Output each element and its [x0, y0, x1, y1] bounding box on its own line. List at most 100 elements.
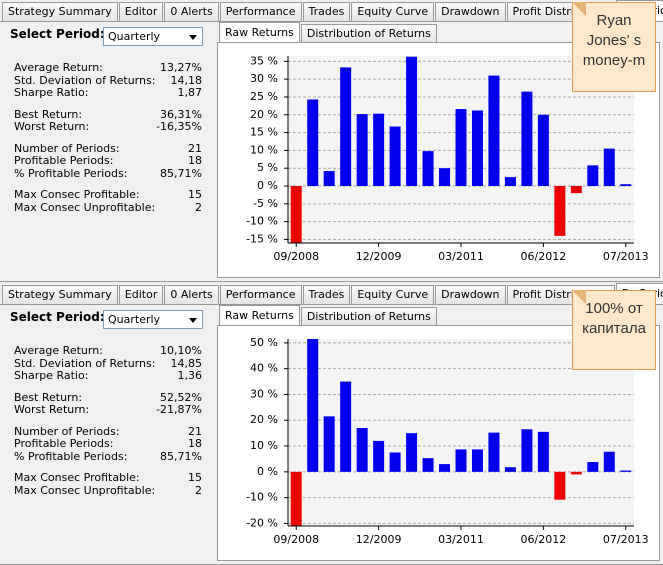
tab[interactable]: Editor — [118, 2, 164, 21]
tab[interactable]: Performance — [219, 285, 302, 304]
sticky-note: 100% от капитала — [572, 290, 656, 370]
bar — [554, 471, 566, 500]
tab[interactable]: Equity Curve — [351, 2, 435, 21]
stat-label: Sharpe Ratio: — [14, 369, 89, 382]
bar — [488, 432, 500, 472]
bar — [389, 452, 401, 472]
stat-row: % Profitable Periods: 85,71% — [14, 450, 202, 463]
stat-value: 10,10% — [160, 344, 202, 357]
tab[interactable]: Equity Curve — [351, 285, 435, 304]
tab[interactable]: Performance — [219, 2, 302, 21]
subtab-bar: Raw Returns Distribution of Returns — [219, 22, 438, 42]
stat-value: 14,85 — [170, 356, 203, 370]
subtab[interactable]: Distribution of Returns — [300, 24, 437, 42]
stat-label: Worst Return: — [14, 120, 90, 133]
stat-label: Max Consec Profitable: — [14, 471, 140, 484]
y-tick-label: 50 % — [250, 336, 278, 349]
y-tick-label: 20 % — [250, 413, 278, 426]
tab-bar: Strategy Summary Editor 0 Alerts Performanc… — [2, 0, 663, 22]
stat-row: Std. Deviation of Returns: 14,18 — [14, 74, 202, 87]
tab[interactable]: Drawdown — [435, 2, 506, 21]
note-line: money-m — [582, 52, 646, 69]
y-tick-label: 20 % — [250, 108, 278, 121]
y-tick-label: 40 % — [250, 362, 278, 375]
y-tick-label: -10 % — [246, 491, 278, 504]
bar — [587, 165, 599, 187]
panel: Strategy Summary Editor 0 Alerts Performanc… — [0, 283, 663, 565]
tab[interactable]: Editor — [118, 285, 164, 304]
tab[interactable]: Trades — [302, 2, 351, 21]
chart-frame: Raw Returns Distribution of Returns -20 % -… — [217, 305, 660, 561]
bar — [290, 471, 302, 526]
bar — [307, 99, 319, 187]
stat-row: Best Return: 36,31% — [14, 108, 202, 121]
bar — [504, 177, 516, 187]
bar — [521, 429, 533, 472]
stat-row: Max Consec Profitable: 15 — [14, 188, 202, 201]
note-line: 100% от — [585, 300, 643, 317]
y-tick-label: 0 % — [257, 465, 278, 478]
y-tick-label: 25 % — [250, 90, 278, 103]
y-tick-label: 0 % — [257, 179, 278, 192]
tab[interactable]: Trades — [302, 285, 351, 304]
x-tick-label: 12/2009 — [356, 533, 402, 546]
tab-bar: Strategy Summary Editor 0 Alerts Performanc… — [2, 283, 663, 305]
bar — [356, 114, 368, 187]
bar — [537, 114, 549, 187]
period-dropdown[interactable]: Quarterly — [103, 27, 203, 46]
bars — [290, 339, 632, 526]
subtab[interactable]: Distribution of Returns — [300, 307, 437, 325]
stat-row: Worst Return: -21,87% — [14, 403, 202, 416]
bars — [290, 56, 632, 243]
bar — [455, 109, 467, 187]
subtab[interactable]: Raw Returns — [219, 305, 300, 325]
stat-value: 1,36 — [177, 369, 203, 382]
stat-row: Profitable Periods: 18 — [14, 437, 202, 450]
period-dropdown[interactable]: Quarterly — [103, 310, 203, 329]
stat-value: 13,27% — [160, 61, 202, 74]
tab[interactable]: Drawdown — [435, 285, 506, 304]
bar — [307, 339, 319, 472]
stat-value: 15 — [188, 188, 202, 201]
tab-line — [0, 21, 663, 22]
stat-label: Profitable Periods: — [14, 154, 114, 167]
stat-label: Best Return: — [14, 107, 83, 121]
bar — [603, 148, 615, 187]
y-tick-label: -20 % — [246, 516, 278, 529]
stat-value: 18 — [188, 154, 202, 167]
stat-row: Average Return: 13,27% — [14, 61, 202, 74]
subtab[interactable]: Raw Returns — [219, 22, 300, 42]
stat-row: Sharpe Ratio: 1,87 — [14, 86, 202, 99]
bar — [323, 171, 335, 187]
x-tick-label: 03/2011 — [438, 250, 484, 263]
stat-value: 1,87 — [177, 86, 203, 99]
tab[interactable]: 0 Alerts — [164, 285, 219, 304]
stat-value: 21 — [188, 424, 202, 438]
bar — [340, 381, 352, 472]
x-tick-label: 09/2008 — [273, 533, 319, 546]
bar — [603, 451, 615, 472]
y-tick-label: 35 % — [250, 54, 278, 67]
x-tick-label: 07/2013 — [603, 250, 649, 263]
bar — [570, 471, 582, 475]
stat-row: Number of Periods: 21 — [14, 142, 202, 155]
select-label: Select Period: — [10, 310, 105, 324]
tab[interactable]: 0 Alerts — [164, 2, 219, 21]
bar — [406, 56, 418, 187]
tab[interactable]: Strategy Summary — [2, 2, 118, 21]
stat-value: 2 — [195, 200, 202, 214]
x-tick-label: 12/2009 — [356, 250, 402, 263]
stat-label: Average Return: — [14, 344, 103, 357]
stat-value: 18 — [188, 437, 202, 450]
chart-box: -20 % -10 % 0 % 10 % 20 % 30 % 40 % 50 % 09/2008… — [217, 325, 660, 561]
tab[interactable]: Strategy Summary — [2, 285, 118, 304]
note-line: Ryan — [596, 12, 632, 29]
stat-value: 15 — [188, 471, 202, 484]
bar — [587, 462, 599, 472]
stat-row: Best Return: 52,52% — [14, 391, 202, 404]
stat-row: Max Consec Unprofitable: 2 — [14, 484, 202, 497]
bar — [620, 184, 632, 187]
x-tick-label: 09/2008 — [273, 250, 319, 263]
note-line: Jones' s — [586, 32, 642, 49]
